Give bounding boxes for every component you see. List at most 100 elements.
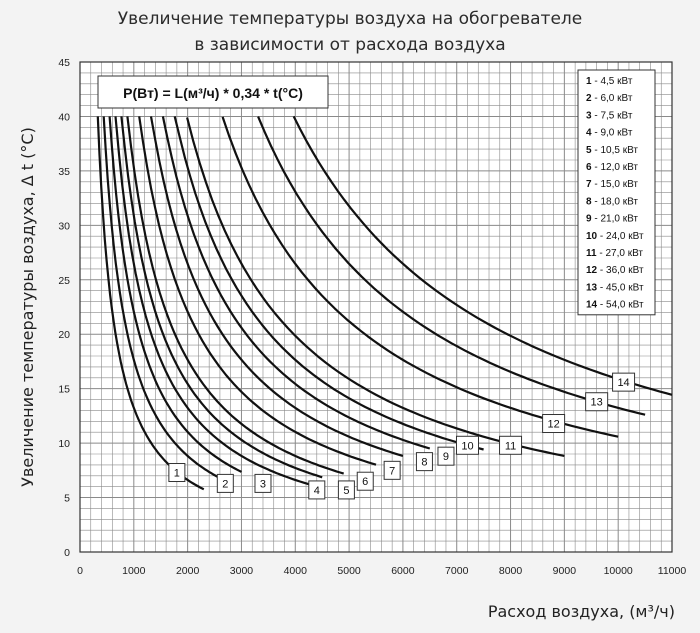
curve-label-6: 6 — [356, 471, 374, 491]
curve-label-11: 11 — [499, 435, 523, 455]
curve-label-text: 6 — [362, 476, 368, 488]
curve-9 — [161, 116, 431, 450]
x-tick-label: 1000 — [122, 565, 146, 577]
curve-label-13: 13 — [585, 392, 609, 412]
curve-1 — [96, 116, 205, 491]
curve-label-box — [254, 473, 272, 493]
curve-7 — [138, 116, 377, 466]
x-axis-label: Расход воздуха, (м³/ч) — [488, 602, 675, 621]
curve-10 — [173, 116, 484, 451]
curve-label-12: 12 — [542, 414, 566, 434]
legend-entry-11: 11 - 27,0 кВт — [586, 248, 643, 259]
legend-entry-5: 5 - 10,5 кВт — [586, 145, 638, 156]
curve-label-text: 1 — [174, 468, 180, 480]
curve-label-text: 11 — [505, 440, 516, 452]
curve-label-1: 1 — [168, 463, 186, 483]
curve-6 — [126, 116, 345, 475]
curve-label-box — [308, 480, 326, 500]
curve-label-2: 2 — [216, 473, 234, 493]
legend-entry-10: 10 - 24,0 кВт — [586, 231, 644, 242]
y-axis-label: Увеличение температуры воздуха, Δ t (°C) — [18, 127, 37, 487]
curve-label-text: 7 — [389, 465, 395, 477]
curve-label-4: 4 — [308, 480, 326, 500]
curve-label-box — [383, 460, 401, 480]
curve-label-box — [612, 372, 636, 392]
x-tick-label: 8000 — [499, 565, 523, 577]
curve-label-box — [455, 435, 479, 455]
legend-entry-13: 13 - 45,0 кВт — [586, 282, 644, 293]
curve-8 — [149, 116, 404, 457]
legend-entry-4: 4 - 9,0 кВт — [586, 128, 633, 139]
x-tick-label: 5000 — [337, 565, 361, 577]
curve-label-text: 5 — [343, 485, 349, 497]
legend-entry-9: 9 - 21,0 кВт — [586, 214, 638, 225]
x-tick-label: 2000 — [176, 565, 200, 577]
curve-label-box — [499, 435, 523, 455]
curve-14 — [292, 115, 673, 396]
chart-title-line-1: Увеличение температуры воздуха на обогре… — [118, 9, 583, 29]
curve-label-text: 14 — [617, 377, 629, 389]
formula-text: P(Вт) = L(м³/ч) * 0,34 * t(°C) — [123, 85, 303, 101]
curve-label-box — [337, 480, 355, 500]
chart-title-line-2: в зависимости от расхода воздуха — [194, 35, 505, 55]
x-tick-label: 0 — [77, 565, 83, 577]
curves — [96, 115, 673, 491]
legend-entry-6: 6 - 12,0 кВт — [586, 162, 638, 173]
curve-4 — [114, 116, 318, 488]
y-tick-label: 25 — [58, 275, 70, 287]
y-tick-label: 10 — [58, 438, 70, 450]
curve-3 — [108, 116, 242, 473]
curve-label-box — [585, 392, 609, 412]
y-tick-label: 40 — [58, 111, 70, 123]
curve-label-box — [437, 446, 455, 466]
x-tick-label: 7000 — [445, 565, 469, 577]
y-tick-label: 5 — [64, 493, 70, 505]
tick-labels: 0 1000 2000 3000 4000 5000 6000 7000 8000 9000 100… — [58, 57, 686, 577]
x-tick-label: 11000 — [658, 565, 687, 577]
y-tick-label: 30 — [58, 220, 70, 232]
x-tick-label: 4000 — [284, 565, 308, 577]
curve-label-box — [542, 414, 566, 434]
legend-entry-14: 14 - 54,0 кВт — [586, 300, 644, 311]
curve-label-text: 8 — [421, 457, 427, 469]
legend-entry-1: 1 - 4,5 кВт — [586, 76, 633, 87]
legend-entry-8: 8 - 18,0 кВт — [586, 196, 638, 207]
curve-label-9: 9 — [437, 446, 455, 466]
curve-label-5: 5 — [337, 480, 355, 500]
curve-label-8: 8 — [415, 452, 433, 472]
plot-border — [79, 61, 673, 553]
legend-box — [577, 69, 656, 316]
curve-label-7: 7 — [383, 460, 401, 480]
curve-label-text: 3 — [260, 478, 266, 490]
x-tick-label: 10000 — [604, 565, 633, 577]
y-tick-label: 45 — [58, 57, 70, 69]
curve-label-box — [216, 473, 234, 493]
curve-label-text: 12 — [547, 419, 559, 431]
curve-label-text: 9 — [443, 451, 449, 463]
x-tick-label: 9000 — [553, 565, 577, 577]
y-tick-label: 0 — [64, 547, 70, 559]
curve-label-text: 2 — [222, 478, 228, 490]
curve-2 — [102, 116, 226, 482]
curve-label-box — [168, 463, 186, 483]
curve-label-text: 10 — [461, 440, 473, 452]
curve-label-14: 14 — [612, 372, 636, 392]
legend-entry-3: 3 - 7,5 кВт — [586, 110, 633, 121]
curve-label-box — [356, 471, 374, 491]
curve-13 — [257, 116, 646, 416]
legend-entry-7: 7 - 15,0 кВт — [586, 179, 638, 190]
x-tick-label: 6000 — [391, 565, 415, 577]
curve-label-text: 4 — [314, 485, 320, 497]
curve-label-box — [415, 452, 433, 472]
legend: 1 - 4,5 кВт 2 - 6,0 кВт 3 - 7,5 кВт 4 - 9,0… — [577, 69, 656, 316]
curve-label-3: 3 — [254, 473, 272, 493]
legend-entry-12: 12 - 36,0 кВт — [586, 265, 644, 276]
curve-label-text: 13 — [591, 397, 603, 409]
legend-entry-2: 2 - 6,0 кВт — [586, 93, 633, 104]
curve-5 — [120, 116, 323, 479]
y-tick-label: 20 — [58, 329, 70, 341]
curve-label-10: 10 — [455, 435, 479, 455]
